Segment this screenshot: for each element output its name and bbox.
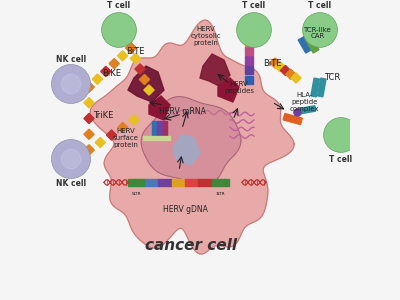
Bar [275,62,285,72]
Bar [126,43,136,53]
Bar [270,58,280,68]
Text: HLA-
peptide
complex: HLA- peptide complex [290,92,320,112]
Polygon shape [173,135,200,165]
Bar [298,37,312,53]
Bar [198,178,212,186]
Bar [84,82,94,92]
Bar [172,178,185,186]
Bar [118,122,128,133]
Bar [118,51,128,61]
Bar [109,58,119,69]
Text: T cell: T cell [330,154,352,164]
Bar [140,74,150,85]
Bar [144,85,154,95]
Text: BiTE: BiTE [126,46,145,56]
Circle shape [102,13,136,47]
Bar [84,145,94,155]
Text: T cell: T cell [108,2,130,10]
Bar [163,122,167,138]
Bar [135,64,145,74]
Bar [185,178,198,186]
Bar [152,122,156,138]
Circle shape [303,13,337,47]
Text: BiTE: BiTE [263,58,281,68]
Text: TCR: TCR [324,74,341,82]
Bar [84,82,94,92]
Text: HERV
peptides: HERV peptides [224,80,254,94]
Bar [311,78,319,97]
Text: HERV gDNA: HERV gDNA [162,206,208,214]
Bar [245,37,252,46]
Bar [158,122,162,138]
Polygon shape [90,20,294,254]
Bar [245,66,252,74]
Text: 3LTR: 3LTR [216,192,225,196]
Circle shape [237,13,272,47]
Polygon shape [200,54,230,87]
Bar [101,66,111,76]
Text: HERV mRNA: HERV mRNA [158,106,206,116]
Bar [129,115,139,125]
Bar [84,145,94,155]
Text: T cell: T cell [308,2,332,10]
Bar [84,113,94,124]
Bar [245,76,252,84]
Bar [92,74,102,84]
Circle shape [61,74,81,94]
Text: NK cell: NK cell [56,178,86,188]
Bar [84,98,94,108]
Bar [245,47,252,55]
Bar [286,69,296,79]
Text: HERV
cytosolic
protein: HERV cytosolic protein [191,26,221,46]
Polygon shape [218,78,239,102]
Circle shape [52,64,90,104]
Circle shape [294,109,301,116]
Text: HERV
surface
protein: HERV surface protein [113,128,139,148]
Text: T cell: T cell [242,2,266,10]
Bar [291,73,301,83]
Bar [95,137,105,148]
Polygon shape [128,66,164,102]
Bar [106,130,116,140]
Text: TCR-like
CAR: TCR-like CAR [304,26,331,40]
Bar [158,178,172,186]
Polygon shape [149,96,170,120]
Text: NK cell: NK cell [56,56,86,64]
Bar [212,178,228,186]
Text: 5LTR: 5LTR [132,192,141,196]
Circle shape [324,118,358,152]
Polygon shape [141,97,241,185]
Text: BiKE: BiKE [102,69,122,78]
Bar [143,136,170,140]
Bar [245,28,252,36]
Bar [126,43,136,53]
Bar [144,178,158,186]
Circle shape [52,140,90,178]
Bar [128,178,144,186]
Bar [280,65,290,76]
Bar [130,53,140,64]
Bar [283,113,302,124]
Bar [245,56,252,65]
Bar [318,78,326,97]
Bar [306,37,319,53]
Text: cancer cell: cancer cell [145,238,237,253]
Circle shape [61,149,81,169]
Bar [298,106,316,114]
Bar [84,129,94,139]
Text: TriKE: TriKE [94,111,114,120]
